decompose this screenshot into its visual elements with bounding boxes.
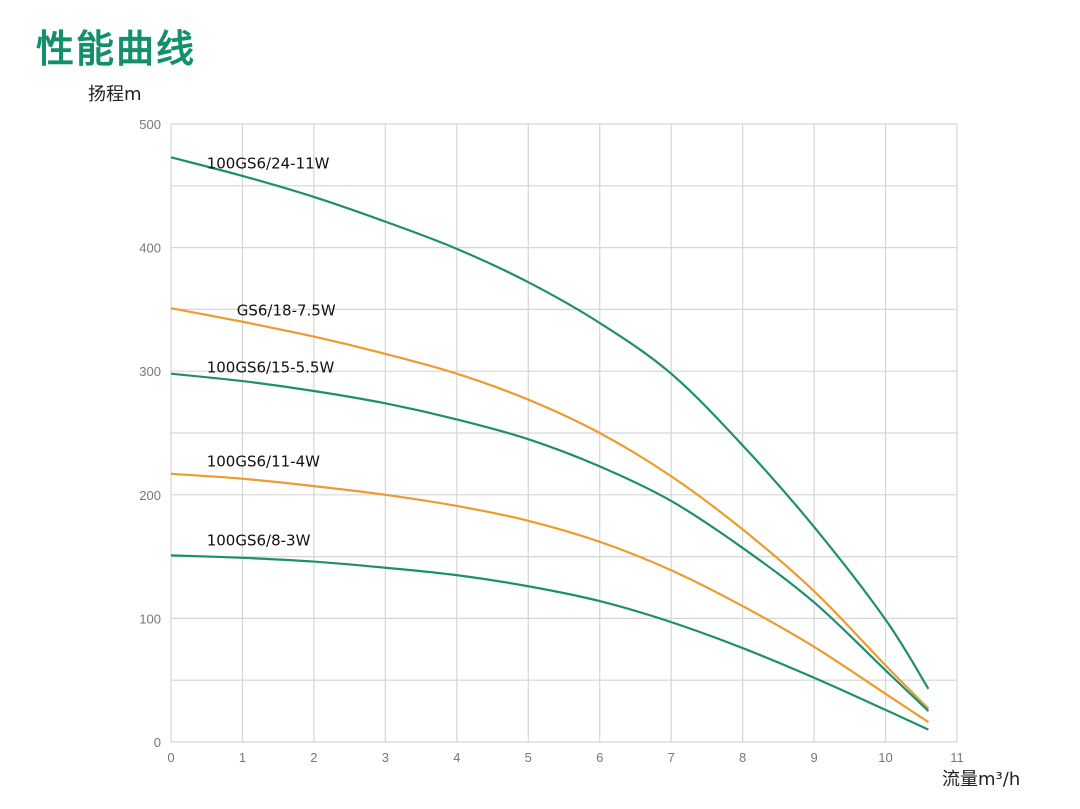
x-tick-label: 6 xyxy=(596,750,603,765)
x-tick-label: 5 xyxy=(525,750,532,765)
y-tick-label: 0 xyxy=(154,735,161,750)
series-line xyxy=(170,156,930,690)
x-tick-label: 9 xyxy=(810,750,817,765)
y-axis-label: 扬程m xyxy=(88,84,142,105)
series-label: 100GS6/8-3W xyxy=(207,532,311,550)
x-tick-label: 0 xyxy=(167,750,174,765)
x-tick-label: 10 xyxy=(878,750,892,765)
x-axis-label: 流量m³/h xyxy=(942,769,1021,790)
x-tick-label: 8 xyxy=(739,750,746,765)
series-label: 100GS6/15-5.5W xyxy=(207,358,335,376)
x-tick-label: 1 xyxy=(239,750,246,765)
series-line xyxy=(170,307,930,710)
series-label: 100GS6/11-4W xyxy=(207,452,320,470)
y-tick-label: 200 xyxy=(139,488,161,503)
series-label: GS6/18-7.5W xyxy=(237,302,336,320)
x-tick-label: 3 xyxy=(382,750,389,765)
y-tick-label: 400 xyxy=(139,241,161,256)
x-tick-label: 7 xyxy=(668,750,675,765)
y-tick-label: 100 xyxy=(139,611,161,626)
x-tick-label: 2 xyxy=(310,750,317,765)
series-line xyxy=(170,372,930,712)
series-line xyxy=(170,472,930,724)
series-label: 100GS6/24-11W xyxy=(207,155,330,173)
series-line xyxy=(170,554,929,731)
x-tick-label: 4 xyxy=(453,750,460,765)
y-tick-label: 500 xyxy=(139,117,161,132)
y-tick-label: 300 xyxy=(139,364,161,379)
x-tick-label: 11 xyxy=(950,750,964,765)
chart-title: 性能曲线 xyxy=(36,27,197,71)
